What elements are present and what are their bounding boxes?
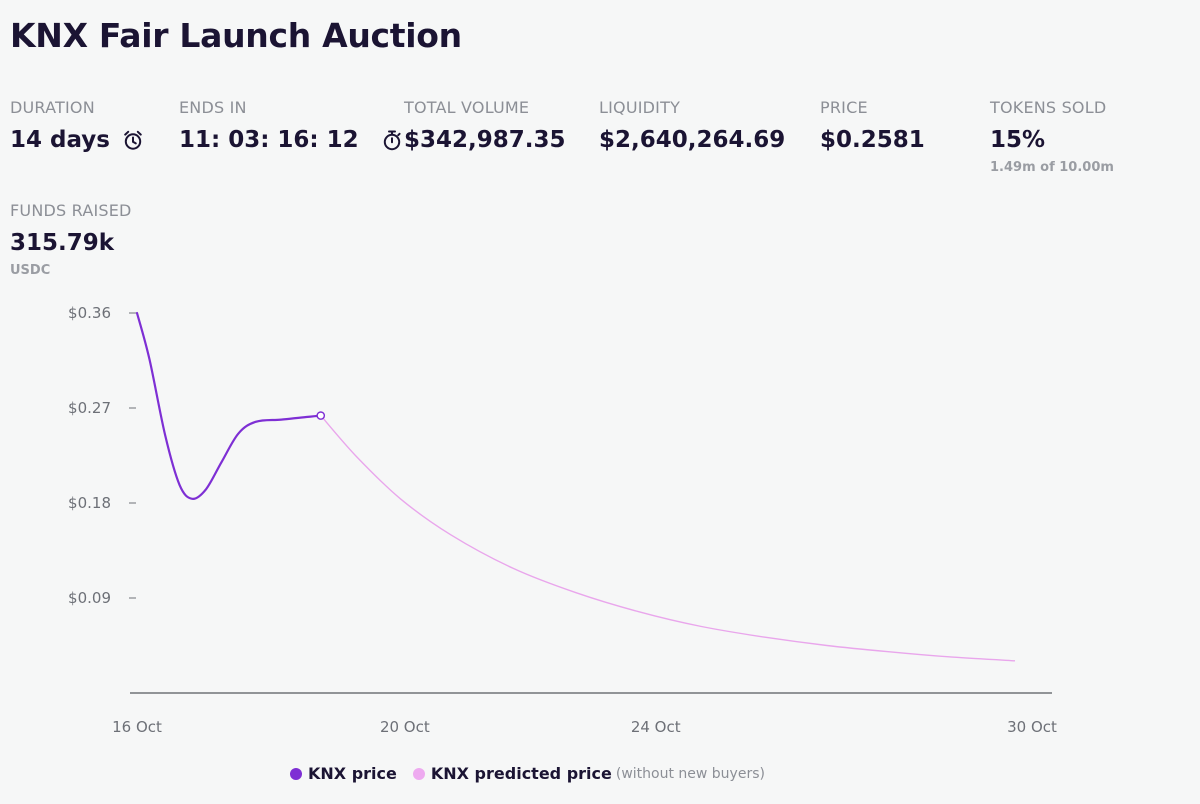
stat-liquidity: LIQUIDITY $2,640,264.69 [599, 98, 785, 154]
legend-item-knx-price[interactable]: KNX price [290, 764, 397, 783]
series-line-knx-predicted-price [320, 415, 1016, 662]
stat-tokens-sold-value: 15% [990, 127, 1046, 153]
stat-duration: DURATION 14 days [10, 98, 144, 154]
stat-tokens-sold-label: TOKENS SOLD [990, 98, 1107, 117]
x-axis-ticks: 16 Oct 20 Oct 24 Oct 30 Oct [112, 718, 1057, 736]
legend-item-knx-predicted-price[interactable]: KNX predicted price (without new buyers) [412, 764, 765, 783]
y-tick-label: $0.18 [68, 494, 111, 512]
stat-funds-raised-label: FUNDS RAISED [10, 201, 132, 220]
stat-price-value: $0.2581 [820, 127, 925, 153]
stat-price-label: PRICE [820, 98, 868, 117]
stat-ends-in: ENDS IN 11: 03: 16: 12 [179, 98, 403, 154]
stat-duration-value: 14 days [10, 127, 110, 153]
stat-funds-raised-sub: USDC [10, 263, 51, 278]
series-layer [135, 311, 1016, 662]
stat-tokens-sold-sub: 1.49m of 10.00m [990, 160, 1114, 175]
stat-total-volume-value: $342,987.35 [404, 127, 566, 153]
y-tick-label: $0.09 [68, 589, 111, 607]
stat-liquidity-label: LIQUIDITY [599, 98, 681, 117]
legend-label-knx-predicted-price: KNX predicted price [430, 764, 612, 783]
stat-price: PRICE $0.2581 [820, 98, 925, 154]
x-tick-label: 30 Oct [1007, 718, 1057, 736]
y-tick-label: $0.36 [68, 304, 111, 322]
legend-dot-knx-price [290, 767, 302, 780]
stat-total-volume-label: TOTAL VOLUME [404, 98, 530, 117]
stat-ends-in-label: ENDS IN [179, 98, 247, 117]
stat-ends-in-value-row: 11: 03: 16: 12 [179, 126, 403, 154]
alarm-clock-icon [122, 129, 144, 151]
y-tick-label: $0.27 [68, 399, 111, 417]
y-axis-ticks: $0.36 $0.27 $0.18 $0.09 [68, 304, 136, 607]
x-tick-label: 24 Oct [631, 718, 681, 736]
x-tick-label: 16 Oct [112, 718, 162, 736]
stopwatch-icon [381, 129, 403, 151]
stat-liquidity-value: $2,640,264.69 [599, 127, 786, 153]
legend-note-knx-predicted-price: (without new buyers) [615, 765, 765, 782]
stat-funds-raised-value: 315.79k [10, 230, 115, 256]
legend-label-knx-price: KNX price [308, 764, 397, 783]
stat-duration-label: DURATION [10, 98, 95, 117]
stat-funds-raised: FUNDS RAISED 315.79k USDC [10, 201, 132, 279]
price-chart: $0.36 $0.27 $0.18 $0.09 16 Oct 20 Oct 24 Oct 3… [68, 304, 1057, 736]
stat-total-volume: TOTAL VOLUME $342,987.35 [404, 98, 566, 154]
stat-ends-in-value: 11: 03: 16: 12 [179, 127, 359, 153]
chart-legend: KNX price KNX predicted price (without n… [290, 764, 781, 783]
page-title: KNX Fair Launch Auction [10, 16, 462, 55]
stat-duration-value-row: 14 days [10, 126, 144, 154]
current-price-marker[interactable] [316, 411, 326, 420]
x-tick-label: 20 Oct [380, 718, 430, 736]
stat-tokens-sold: TOKENS SOLD 15% 1.49m of 10.00m [990, 98, 1114, 176]
legend-dot-knx-predicted-price [412, 767, 425, 780]
series-line-knx-price [135, 311, 322, 500]
